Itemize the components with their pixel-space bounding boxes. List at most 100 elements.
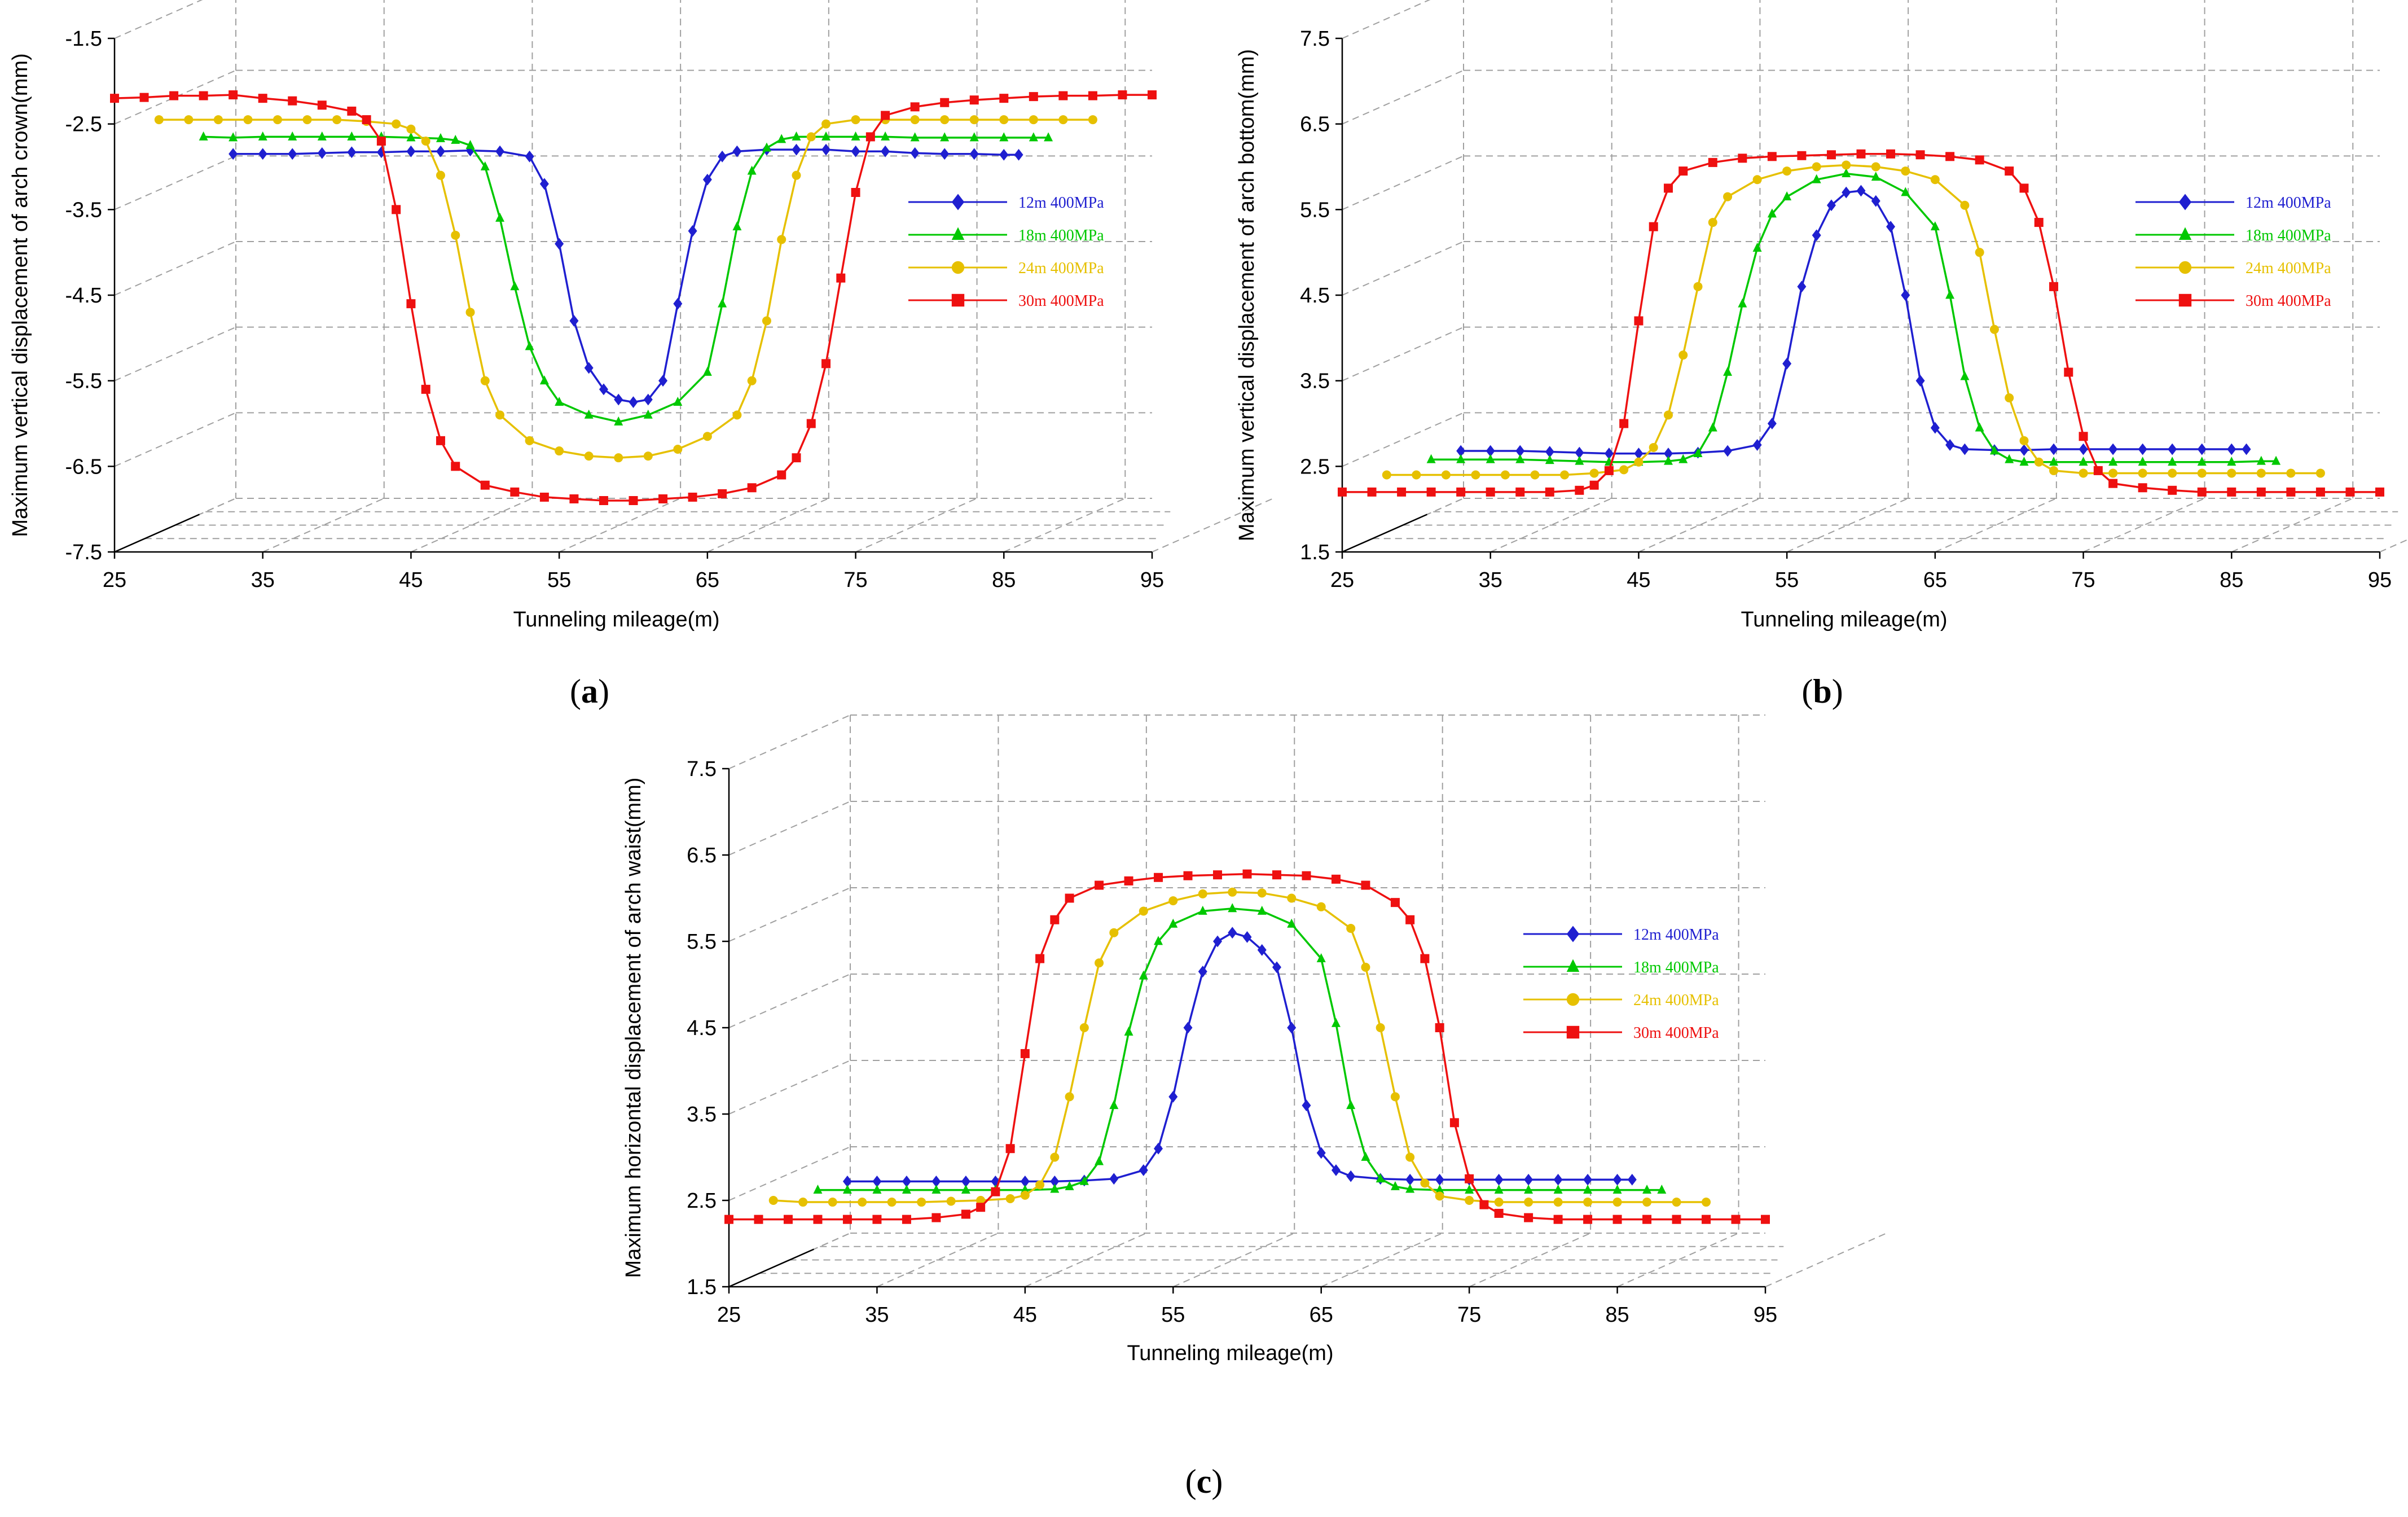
marker-square <box>718 489 727 498</box>
marker-square <box>1663 183 1673 193</box>
x-tick-label: 55 <box>1161 1303 1185 1327</box>
chart-panel-a: 25 35 45 55 65 75 85 95 -7.5 -6.5 -5.5 -4.5 -3.5 -2.5… <box>8 0 1274 710</box>
marker-triangle <box>1079 1176 1089 1185</box>
side-grid <box>1342 155 1464 211</box>
series-line <box>773 891 1707 1203</box>
marker-circle <box>1228 887 1237 897</box>
marker-square <box>754 1215 763 1224</box>
side-grid <box>728 1146 851 1201</box>
y-tick-label: 1.5 <box>687 1275 717 1299</box>
series-24m-400mpa <box>768 887 1711 1207</box>
marker-square <box>362 115 371 125</box>
marker-circle <box>1494 1198 1504 1207</box>
marker-square <box>991 1187 1000 1196</box>
marker-triangle <box>643 409 653 419</box>
marker-square <box>569 494 579 503</box>
marker-square <box>1148 90 1157 100</box>
marker-circle <box>555 446 564 456</box>
marker-circle <box>1035 1180 1045 1190</box>
marker-square <box>1589 480 1599 490</box>
x-tick-label: 45 <box>1627 568 1650 592</box>
marker-triangle <box>1168 918 1178 928</box>
marker-triangle <box>2197 457 2207 466</box>
marker-circle <box>421 137 430 146</box>
x-tick-label: 35 <box>865 1303 889 1327</box>
marker-circle <box>406 124 416 134</box>
marker-circle <box>1708 218 1717 227</box>
marker-square <box>1634 316 1644 326</box>
marker-diamond <box>1524 1173 1533 1186</box>
marker-circle <box>1678 350 1688 360</box>
marker-square <box>110 94 119 103</box>
y-tick-label: -1.5 <box>65 27 102 51</box>
marker-square <box>910 102 920 112</box>
caption-letter: a <box>581 673 598 710</box>
marker-circle <box>451 230 460 240</box>
marker-circle <box>614 453 623 463</box>
marker-circle <box>1871 162 1880 172</box>
marker-triangle <box>555 396 564 406</box>
marker-diamond <box>902 1175 911 1187</box>
y-axis-title: Maximum vertical displacement of arch bo… <box>1235 49 1259 541</box>
marker-square <box>1420 954 1430 963</box>
marker-triangle <box>762 142 771 152</box>
marker-triangle <box>1723 366 1733 376</box>
marker-circle <box>2168 468 2177 478</box>
marker-circle <box>946 1196 956 1206</box>
marker-circle <box>1553 1198 1563 1207</box>
y-tick-label: -5.5 <box>65 370 102 393</box>
marker-square <box>1005 1144 1015 1154</box>
x-tick-label: 35 <box>251 568 275 592</box>
marker-circle <box>643 451 653 461</box>
marker-square <box>1604 466 1614 475</box>
marker-diamond <box>1575 446 1584 459</box>
x-axis-title: Tunneling mileage(m) <box>1741 608 1947 632</box>
marker-square <box>1731 1215 1741 1224</box>
marker-triangle <box>777 134 786 143</box>
marker-square <box>806 419 816 428</box>
marker-diamond <box>2019 444 2029 456</box>
marker-square <box>658 494 668 503</box>
marker-triangle <box>1575 455 1584 465</box>
y-tick-label: 4.5 <box>1300 284 1330 308</box>
marker-circle <box>1050 1152 1060 1162</box>
marker-square <box>1553 1215 1563 1224</box>
marker-triangle <box>1657 1185 1667 1194</box>
x-tick-label: 25 <box>1330 568 1354 592</box>
legend: 12m 400MPa 18m 400MPa 24m 400MPa 30m 400MPa <box>908 194 1104 310</box>
marker-circle <box>2138 468 2147 478</box>
marker-diamond <box>1604 448 1614 459</box>
marker-triangle <box>2168 457 2177 466</box>
marker-square <box>1035 954 1045 963</box>
legend-label: 24m 400MPa <box>1633 992 1719 1009</box>
marker-diamond <box>1826 199 1836 212</box>
marker-triangle <box>2178 227 2192 240</box>
marker-circle <box>702 432 712 441</box>
y-tick-label: 6.5 <box>687 844 717 867</box>
marker-triangle <box>1989 445 1999 455</box>
marker-square <box>229 90 238 100</box>
marker-triangle <box>614 416 623 426</box>
marker-square <box>1619 419 1629 428</box>
marker-circle <box>2108 468 2118 478</box>
marker-triangle <box>347 131 357 141</box>
marker-circle <box>828 1198 837 1207</box>
marker-triangle <box>495 212 505 222</box>
marker-circle <box>1634 457 1644 467</box>
legend-label: 12m 400MPa <box>1633 926 1719 944</box>
y-tick-label: -7.5 <box>65 541 102 564</box>
marker-triangle <box>1612 1185 1622 1194</box>
marker-square <box>1050 915 1060 924</box>
marker-triangle <box>258 131 267 141</box>
y-tick-label: -4.5 <box>65 284 102 308</box>
marker-triangle <box>584 409 594 419</box>
marker-circle <box>184 115 194 125</box>
floor-grid <box>2379 538 2408 553</box>
marker-square <box>1361 880 1370 890</box>
marker-triangle <box>1693 448 1703 457</box>
marker-diamond <box>555 238 564 250</box>
marker-square <box>1767 152 1777 161</box>
marker-triangle <box>999 132 1009 142</box>
x-tick-label: 45 <box>399 568 423 592</box>
marker-triangle <box>931 1185 941 1194</box>
